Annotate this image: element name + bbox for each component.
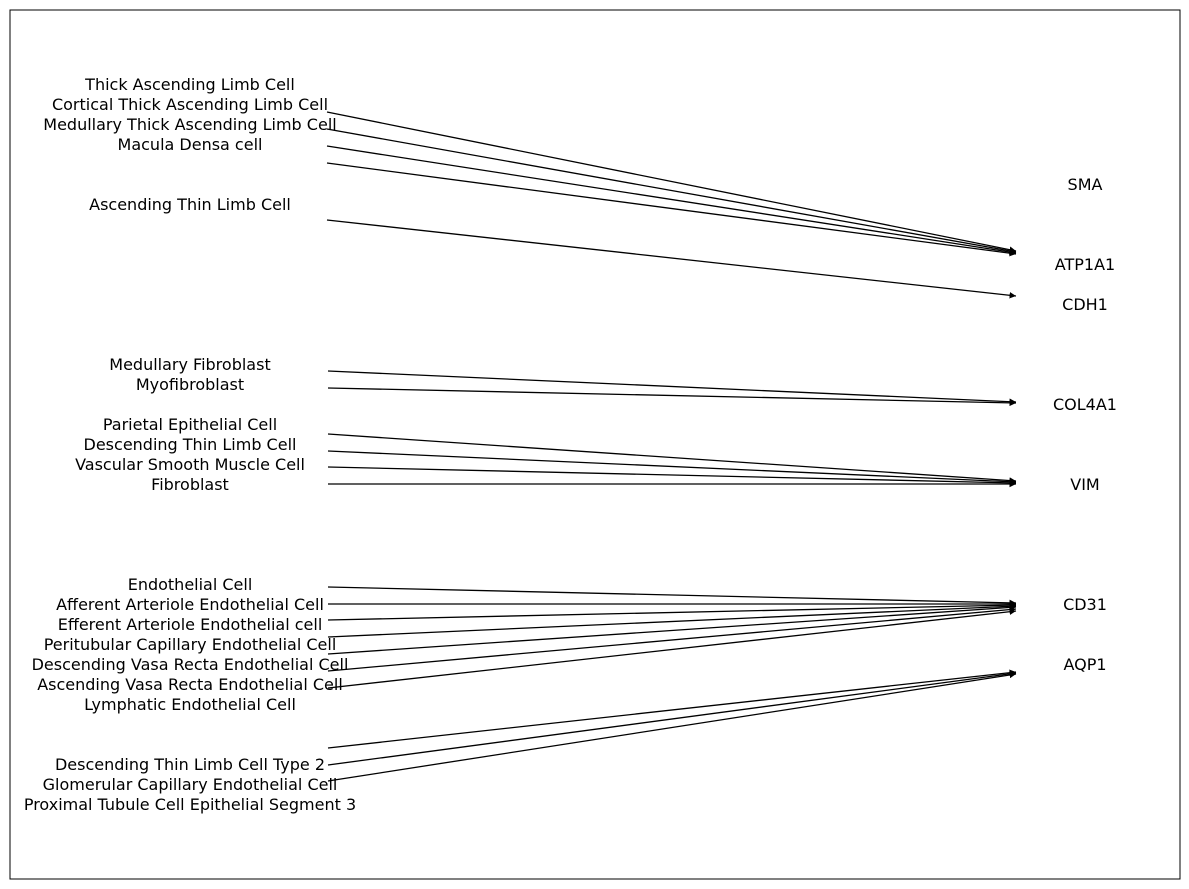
marker-label: ATP1A1 <box>1055 255 1115 274</box>
edge <box>327 671 1017 782</box>
edge <box>327 433 1017 484</box>
cell-type-label: Efferent Arteriole Endothelial cell <box>58 615 323 634</box>
cell-type-label: Fibroblast <box>151 475 229 494</box>
cell-type-label: Afferent Arteriole Endothelial Cell <box>56 595 324 614</box>
cell-type-label: Glomerular Capillary Endothelial Cell <box>43 775 338 794</box>
cell-type-label: Myofibroblast <box>136 375 244 394</box>
edge <box>327 606 1017 672</box>
marker-label: COL4A1 <box>1053 395 1117 414</box>
cell-type-label: Macula Densa cell <box>118 135 263 154</box>
marker-label: CDH1 <box>1062 295 1108 314</box>
edge <box>327 670 1017 766</box>
edge <box>327 601 1017 621</box>
cell-type-labels: Thick Ascending Limb Cell Cortical Thick… <box>24 75 356 814</box>
cell-type-label: Descending Vasa Recta Endothelial Cell <box>32 655 349 674</box>
edge <box>326 145 1017 256</box>
cell-type-label: Medullary Fibroblast <box>109 355 270 374</box>
cell-type-label: Proximal Tubule Cell Epithelial Segment … <box>24 795 356 814</box>
cell-type-label: Descending Thin Limb Cell <box>84 435 297 454</box>
cell-type-label: Descending Thin Limb Cell Type 2 <box>55 755 325 774</box>
edge <box>326 111 1017 253</box>
marker-labels: SMA ATP1A1 CDH1 COL4A1 VIM CD31 AQP1 <box>1053 175 1117 674</box>
cell-type-label: Endothelial Cell <box>128 575 253 594</box>
cell-type-label: Thick Ascending Limb Cell <box>84 75 295 94</box>
edge <box>326 162 1017 257</box>
edge <box>327 450 1017 485</box>
cell-type-label: Ascending Vasa Recta Endothelial Cell <box>37 675 343 694</box>
marker-label: AQP1 <box>1063 655 1106 674</box>
cell-type-label: Vascular Smooth Muscle Cell <box>75 455 305 474</box>
edge <box>327 466 1017 487</box>
cell-type-label: Medullary Thick Ascending Limb Cell <box>43 115 336 134</box>
marker-label: SMA <box>1068 175 1103 194</box>
edge <box>327 586 1017 607</box>
edge <box>326 219 1017 299</box>
edge <box>327 669 1017 749</box>
cell-type-label: Peritubular Capillary Endothelial Cell <box>44 635 337 654</box>
edge <box>327 603 1017 638</box>
cell-type-label: Lymphatic Endothelial Cell <box>84 695 296 714</box>
marker-label: VIM <box>1070 475 1099 494</box>
edge <box>327 608 1017 689</box>
cell-type-label: Parietal Epithelial Cell <box>103 415 277 434</box>
cell-type-label: Cortical Thick Ascending Limb Cell <box>52 95 328 114</box>
plot-frame <box>9 9 1181 880</box>
edge <box>327 387 1017 407</box>
edge <box>327 604 1017 655</box>
edge <box>327 370 1017 405</box>
edge <box>326 128 1017 255</box>
cell-type-label: Ascending Thin Limb Cell <box>89 195 291 214</box>
marker-label: CD31 <box>1063 595 1107 614</box>
edge-group <box>326 111 1017 782</box>
